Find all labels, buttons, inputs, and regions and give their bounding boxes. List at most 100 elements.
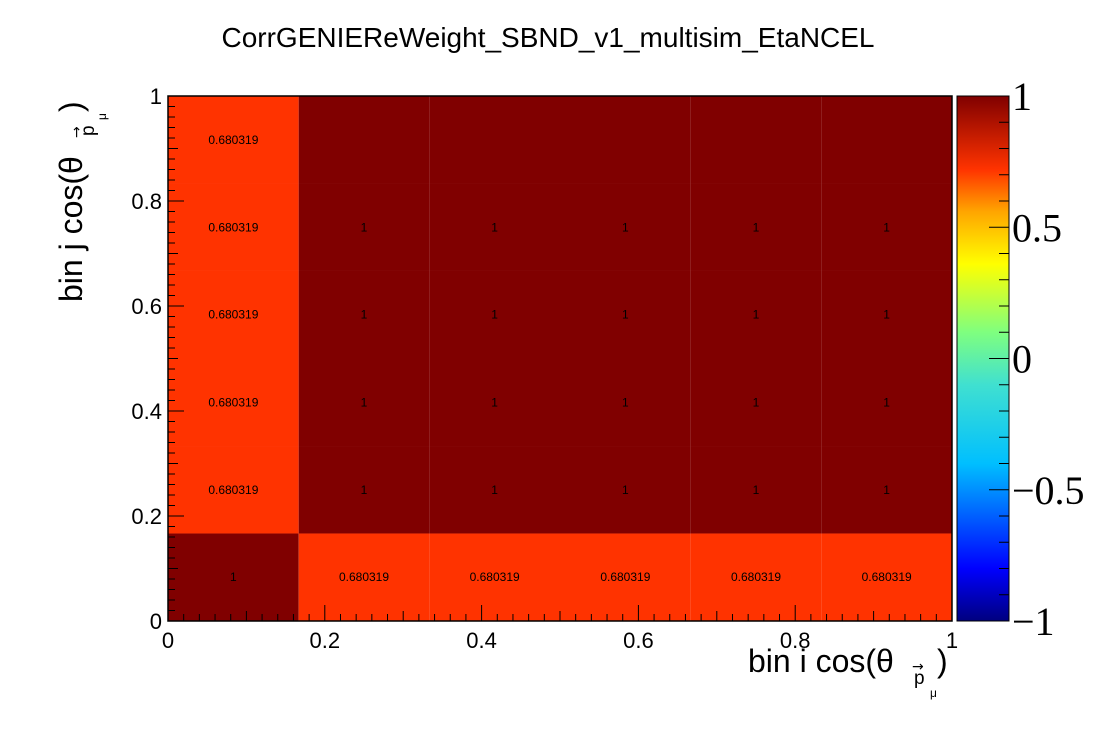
- heatmap-cell: [821, 183, 952, 271]
- cell-value-label: 1: [361, 395, 368, 409]
- heatmap-cell: [429, 183, 560, 271]
- x-tick-label: 0: [162, 628, 174, 653]
- heatmap-cell: [168, 183, 299, 271]
- y-axis-label-close: ): [53, 101, 89, 112]
- cell-value-label: 1: [491, 395, 498, 409]
- y-axis-ticks: 0 0.2 0.4 0.6 0.8 1: [131, 84, 184, 634]
- cell-value-label: 1: [230, 570, 237, 584]
- heatmap-cell: [168, 96, 299, 184]
- heatmap-cell: [429, 533, 560, 621]
- cell-value-label: 0.680319: [208, 220, 258, 234]
- cell-value-label: 1: [753, 395, 760, 409]
- heatmap-cell: [690, 446, 822, 534]
- heatmap-cell: [560, 533, 691, 621]
- heatmap-cell: [690, 358, 822, 447]
- chart-title: CorrGENIEReWeight_SBND_v1_multisim_EtaNC…: [221, 22, 874, 53]
- heatmap-cell: [168, 533, 299, 621]
- x-tick-label: 0.8: [780, 628, 811, 653]
- cell-value-label: 1: [491, 220, 498, 234]
- heatmap-cells: [168, 96, 952, 621]
- color-scale-tick-label: −1: [1012, 599, 1055, 644]
- cell-value-label: 1: [622, 220, 629, 234]
- cell-value-label: 1: [361, 308, 368, 322]
- heatmap-cell: [560, 446, 691, 534]
- cell-value-label: 1: [361, 220, 368, 234]
- heatmap-cell: [168, 270, 299, 359]
- y-axis-label-text: bin j cos(θ: [53, 156, 89, 302]
- heatmap-cell: [298, 96, 430, 184]
- heatmap-cell-labels: 1 0.680319 0.680319 0.680319 0.680319 0.68031…: [208, 133, 912, 584]
- heatmap-cell: [429, 96, 560, 184]
- y-axis-label-subsub: μ: [95, 113, 109, 120]
- color-scale-tick-label: 0.5: [1012, 205, 1062, 250]
- y-axis-label-sub: p: [78, 125, 99, 136]
- cell-value-label: 1: [622, 483, 629, 497]
- heatmap-cell: [560, 96, 691, 184]
- cell-value-label: 0.680319: [208, 133, 258, 147]
- color-scale-tick-label: −0.5: [1012, 468, 1085, 513]
- heatmap-cell: [298, 446, 430, 534]
- y-tick-label: 0: [150, 609, 162, 634]
- heatmap-cell: [821, 446, 952, 534]
- x-axis-label-text: bin i cos(θ: [748, 643, 894, 679]
- cell-value-label: 1: [622, 395, 629, 409]
- cell-value-label: 1: [883, 483, 890, 497]
- cell-value-label: 1: [622, 308, 629, 322]
- x-axis-arrow-icon: →: [912, 659, 924, 675]
- cell-value-label: 1: [753, 308, 760, 322]
- heatmap-cell: [821, 270, 952, 359]
- heatmap-cell: [429, 358, 560, 447]
- cell-value-label: 0.680319: [470, 570, 520, 584]
- heatmap-cell: [690, 533, 822, 621]
- x-axis-label-close: ): [937, 643, 948, 679]
- heatmap-cell: [429, 446, 560, 534]
- color-scale-ticks: −1 −0.5 0 0.5 1: [989, 74, 1085, 644]
- cell-value-label: 1: [491, 308, 498, 322]
- heatmap-cell: [821, 358, 952, 447]
- heatmap-cell: [298, 183, 430, 271]
- y-axis-arrow-icon: →: [69, 126, 85, 138]
- heatmap-cell: [298, 358, 430, 447]
- heatmap-cell: [560, 183, 691, 271]
- cell-value-label: 1: [753, 483, 760, 497]
- y-tick-label: 0.4: [131, 399, 162, 424]
- y-axis-label: bin j cos(θ p μ → ): [53, 101, 109, 302]
- cell-value-label: 1: [883, 395, 890, 409]
- cell-value-label: 0.680319: [208, 308, 258, 322]
- cell-value-label: 1: [883, 220, 890, 234]
- y-tick-label: 0.2: [131, 504, 162, 529]
- y-tick-label: 0.6: [131, 294, 162, 319]
- cell-value-label: 0.680319: [208, 483, 258, 497]
- cell-value-label: 1: [883, 308, 890, 322]
- heatmap-cell: [560, 358, 691, 447]
- heatmap-cell: [690, 270, 822, 359]
- heatmap-cell: [690, 183, 822, 271]
- heatmap-cell: [690, 96, 822, 184]
- x-tick-label: 0.6: [623, 628, 654, 653]
- cell-value-label: 1: [491, 483, 498, 497]
- y-tick-label: 0.8: [131, 189, 162, 214]
- cell-value-label: 1: [361, 483, 368, 497]
- cell-value-label: 0.680319: [731, 570, 781, 584]
- x-axis-label-subsub: μ: [930, 686, 937, 700]
- heatmap-cell: [298, 533, 430, 621]
- x-tick-label: 1: [946, 628, 958, 653]
- heatmap-cell: [821, 533, 952, 621]
- x-axis-ticks: 0 0.2 0.4 0.6 0.8 1: [162, 605, 958, 653]
- heatmap-cell: [429, 270, 560, 359]
- cell-value-label: 1: [753, 220, 760, 234]
- cell-value-label: 0.680319: [862, 570, 912, 584]
- cell-value-label: 0.680319: [208, 395, 258, 409]
- heatmap-cell: [168, 446, 299, 534]
- x-tick-label: 0.4: [466, 628, 497, 653]
- heatmap-cell: [560, 270, 691, 359]
- color-scale-tick-label: 1: [1012, 74, 1032, 119]
- x-axis-label-sub: p: [914, 668, 925, 689]
- x-tick-label: 0.2: [310, 628, 341, 653]
- y-tick-label: 1: [150, 84, 162, 109]
- cell-value-label: 0.680319: [600, 570, 650, 584]
- heatmap-cell: [298, 270, 430, 359]
- x-axis-label: bin i cos(θ p μ → ): [748, 643, 948, 700]
- cell-value-label: 0.680319: [339, 570, 389, 584]
